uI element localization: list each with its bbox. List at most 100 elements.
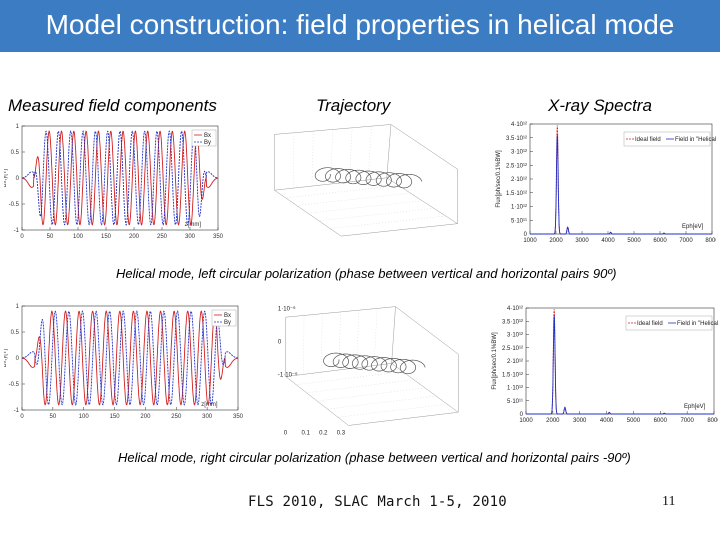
axis-tick-label: 0.3 (337, 431, 346, 436)
column-heading-trajectory: Trajectory (316, 96, 391, 115)
x-tick-label: 150 (101, 234, 112, 240)
box-edge (386, 124, 392, 178)
x-axis-label: Eph[eV] (684, 404, 706, 410)
legend-label-bx: Bx (224, 313, 231, 319)
x-tick-label: 8000 (705, 238, 716, 244)
x-tick-label: 6000 (653, 238, 667, 244)
axis-tick-label: 0.1 (301, 431, 310, 436)
y-tick-label: 3·10¹² (507, 333, 523, 339)
trajectory-plot-right: 1·10⁻⁶ 0 -1·10⁻⁶ 0 0.1 0.2 0.3 (274, 304, 470, 436)
y-tick-label: 0 (16, 176, 20, 182)
y-tick-label: 0 (16, 356, 20, 362)
y-tick-label: 1.5·10¹² (502, 372, 523, 378)
y-tick-label: 3·10¹² (511, 150, 527, 156)
x-tick-label: 5000 (627, 238, 641, 244)
x-tick-label: 0 (20, 414, 24, 420)
box-edge (341, 223, 458, 237)
helical-trajectory (314, 167, 423, 189)
x-tick-label: 250 (171, 414, 182, 420)
footer-conference: FLS 2010, SLAC March 1-5, 2010 (248, 494, 507, 510)
axis-tick-label: 0 (284, 431, 288, 436)
helical-trajectory (323, 352, 426, 375)
x-tick-label: 8000 (707, 418, 718, 424)
x-tick-label: 4000 (601, 238, 615, 244)
grid-line (306, 379, 414, 394)
y-tick-label: 1·10¹² (511, 205, 527, 211)
y-tick-label: 0 (524, 232, 528, 238)
trajectory-plot-left (262, 122, 470, 246)
x-tick-label: 50 (50, 414, 57, 420)
legend-label: Ideal field (637, 321, 663, 327)
grid-line (320, 313, 323, 373)
series-line-bx (22, 310, 238, 406)
grid-line (356, 310, 360, 368)
x-axis-label: z[mm] (185, 222, 202, 228)
y-axis-label: Bx,y[T] (4, 348, 8, 367)
y-tick-label: 4·10¹² (507, 306, 523, 312)
field-plot-left: 1 0.5 0 -0.5 -1 0 50 100 150 200 250 300 350 Bx,y[T] z… (4, 120, 226, 242)
x-tick-label: 3000 (573, 418, 587, 424)
x-tick-label: 200 (129, 234, 140, 240)
x-tick-label: 1000 (519, 418, 533, 424)
grid-line (303, 315, 305, 375)
grid-line (296, 192, 411, 206)
y-axis-label: Flux[ph/sec/0.1%BW] (492, 332, 498, 390)
y-tick-label: 0 (520, 412, 524, 418)
caption-left-polarization: Helical mode, left circular polarization… (116, 266, 617, 281)
y-tick-label: 0.5 (11, 330, 20, 336)
grid-line (373, 308, 378, 366)
box-edge (274, 189, 342, 237)
box-edge (274, 124, 391, 135)
box-edge (391, 306, 396, 364)
y-tick-label: 2·10¹² (507, 359, 523, 365)
y-tick-label: 1 (16, 124, 20, 130)
box-edge (285, 376, 349, 426)
x-tick-label: 4000 (600, 418, 614, 424)
series-line-bx (22, 130, 218, 226)
y-tick-label: -0.5 (9, 202, 20, 208)
axis-tick-label: 1·10⁻⁶ (278, 306, 296, 313)
x-tick-label: 150 (110, 414, 121, 420)
x-tick-label: 50 (47, 234, 54, 240)
x-tick-label: 7000 (680, 418, 694, 424)
column-heading-field: Measured field components (8, 96, 217, 115)
box-edge (390, 124, 458, 170)
y-tick-label: 2.5·10¹² (502, 346, 523, 352)
box-edge (395, 306, 459, 355)
field-plot-right: 1 0.5 0 -0.5 -1 0 50 100 150 200 250 300 350 Bx,y[T] z… (4, 300, 246, 422)
grid-line (285, 185, 399, 199)
y-axis-label: Bx,y[T] (4, 168, 8, 187)
x-tick-label: 2000 (549, 238, 563, 244)
grid-line (307, 200, 423, 214)
y-tick-label: 5·10¹¹ (507, 399, 523, 405)
grid-line (311, 131, 314, 187)
grid-line (349, 127, 353, 182)
series-line-1 (530, 134, 712, 235)
legend-label: Field in "Helical 2" (677, 321, 718, 327)
y-axis-label: Flux[ph/sec/0.1%BW] (496, 150, 502, 208)
y-tick-label: 2·10¹² (511, 177, 527, 183)
y-tick-label: 0.5 (11, 150, 20, 156)
legend-label: Ideal field (635, 137, 661, 143)
grid-line (367, 126, 372, 180)
x-tick-label: 3000 (575, 238, 589, 244)
y-tick-label: 1·10¹² (507, 386, 523, 392)
page-number: 11 (662, 494, 676, 509)
x-tick-label: 300 (185, 234, 196, 240)
axis-tick-label: -1·10⁻⁶ (278, 372, 298, 379)
grid-line (327, 395, 437, 410)
legend-label-by: By (204, 140, 211, 146)
y-tick-label: 3.5·10¹² (506, 136, 527, 142)
series-line-1 (526, 315, 714, 415)
spectra-plot-right: 4·10¹² 3.5·10¹² 3·10¹² 2.5·10¹² 2·10¹² 1.5·10… (486, 304, 718, 426)
y-tick-label: 1.5·10¹² (506, 191, 527, 197)
axis-tick-label: 0.2 (319, 431, 328, 436)
grid-line (318, 208, 434, 221)
x-tick-label: 100 (73, 234, 84, 240)
y-tick-label: -1 (14, 408, 20, 414)
grid-line (338, 403, 448, 418)
grid-line (317, 387, 425, 402)
box-edge (285, 363, 392, 377)
spectra-plot-left: 4·10¹² 3.5·10¹² 3·10¹² 2.5·10¹² 2·10¹² 1.5·10… (490, 118, 716, 246)
x-tick-label: 7000 (679, 238, 693, 244)
